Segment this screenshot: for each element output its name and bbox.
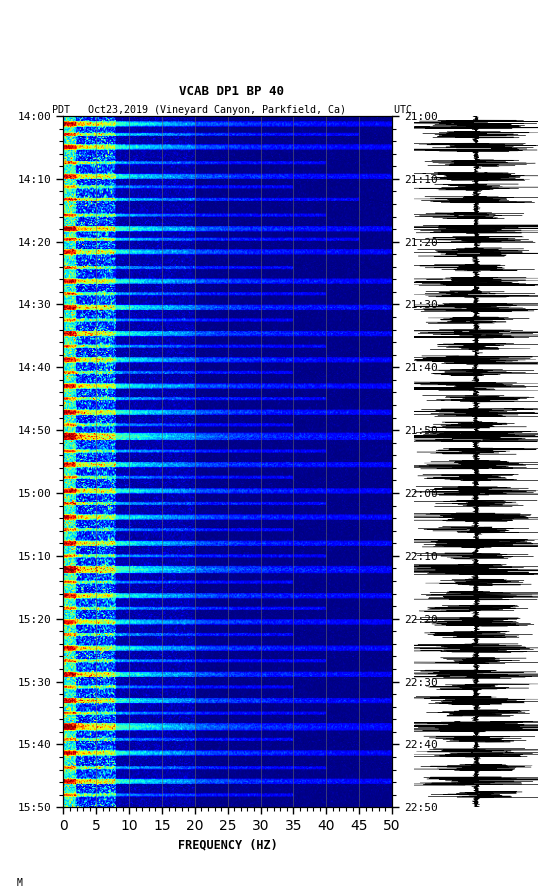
Text: M: M [17,879,23,888]
X-axis label: FREQUENCY (HZ): FREQUENCY (HZ) [178,838,278,852]
Text: VCAB DP1 BP 40: VCAB DP1 BP 40 [179,86,284,98]
Text: PDT   Oct23,2019 (Vineyard Canyon, Parkfield, Ca)        UTC: PDT Oct23,2019 (Vineyard Canyon, Parkfie… [52,104,412,115]
Text: USGS: USGS [25,16,59,30]
